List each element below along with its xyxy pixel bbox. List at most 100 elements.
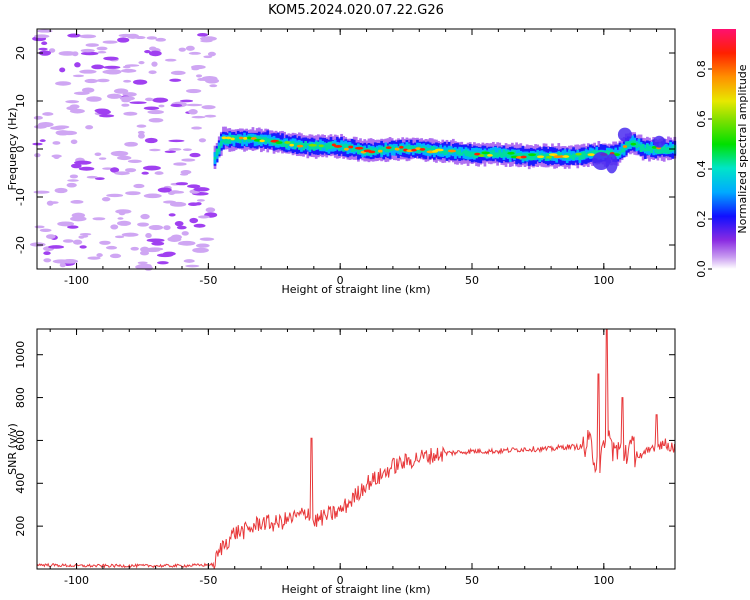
- signal-peak: [289, 143, 294, 147]
- colorbar-gradient: [712, 29, 736, 269]
- noise-blob: [55, 81, 72, 86]
- noise-blob: [43, 251, 51, 256]
- signal-band: [551, 154, 554, 158]
- noise-blob: [67, 179, 79, 182]
- signal-band: [582, 151, 586, 159]
- signal-band: [407, 144, 411, 153]
- noise-blob: [185, 103, 203, 107]
- noise-blob: [201, 105, 216, 110]
- noise-blob: [70, 216, 87, 222]
- signal-band: [479, 152, 483, 155]
- signal-band: [281, 141, 284, 147]
- noise-blob: [120, 68, 137, 73]
- signal-band: [496, 152, 499, 158]
- signal-band: [460, 147, 464, 156]
- noise-blob: [121, 103, 130, 107]
- signal-band: [462, 150, 466, 154]
- noise-blob: [53, 154, 60, 160]
- noise-blob: [104, 69, 122, 75]
- spectrogram-marks: [29, 29, 677, 271]
- noise-blob: [151, 241, 165, 246]
- signal-band: [264, 137, 267, 144]
- noise-blob: [94, 152, 102, 156]
- snr-xlabel: Height of straight line (km): [281, 583, 430, 596]
- noise-blob: [137, 133, 145, 139]
- noise-blob: [78, 166, 95, 171]
- noise-blob: [54, 125, 70, 129]
- noise-blob: [54, 187, 68, 194]
- signal-peak: [221, 136, 227, 140]
- signal-band: [650, 146, 653, 153]
- signal-band: [217, 145, 221, 152]
- snr-xtick-label: 50: [465, 574, 479, 587]
- signal-peak: [487, 153, 493, 157]
- noise-blob: [81, 87, 95, 93]
- noise-blob: [79, 232, 92, 236]
- signal-band: [658, 146, 662, 154]
- spectrogram-ytick-label: -10: [14, 188, 27, 206]
- noise-blob: [192, 247, 209, 253]
- signal-band: [350, 144, 354, 152]
- noise-blob: [147, 110, 165, 115]
- noise-blob: [119, 96, 135, 101]
- noise-blob: [43, 258, 52, 263]
- noise-blob: [103, 56, 119, 61]
- noise-blob: [117, 217, 124, 220]
- signal-peak: [243, 136, 248, 140]
- signal-band: [308, 143, 312, 150]
- noise-blob: [144, 137, 158, 144]
- noise-blob: [97, 51, 107, 54]
- noise-blob: [52, 259, 70, 264]
- colorbar-axis: 0.0 0.2 0.4 0.6 0.8: [695, 60, 712, 278]
- signal-band: [498, 149, 502, 157]
- noise-blob: [110, 167, 120, 173]
- noise-blob: [140, 213, 150, 220]
- noise-blob: [117, 155, 132, 161]
- noise-blob: [136, 124, 147, 128]
- noise-blob: [193, 187, 210, 192]
- signal-peak: [587, 153, 595, 156]
- signal-peak: [520, 155, 527, 159]
- noise-blob: [137, 261, 148, 265]
- signal-band: [342, 144, 345, 152]
- signal-peak: [507, 151, 515, 155]
- signal-band: [667, 146, 670, 154]
- signal-band: [669, 141, 672, 154]
- noise-blob: [169, 236, 176, 241]
- signal-band: [567, 153, 571, 159]
- noise-blob: [72, 74, 85, 78]
- snr-xtick-label: 0: [337, 574, 344, 587]
- noise-blob: [86, 175, 98, 179]
- signal-band: [329, 141, 333, 149]
- noise-blob: [145, 232, 152, 239]
- signal-band: [624, 141, 628, 149]
- noise-blob: [45, 234, 56, 239]
- noise-blob: [42, 112, 54, 116]
- spectrogram-ytick-label: 20: [14, 46, 27, 60]
- noise-blob: [204, 114, 217, 118]
- signal-peak: [368, 150, 376, 154]
- signal-band: [386, 147, 390, 153]
- noise-blob: [198, 138, 207, 143]
- noise-blob: [195, 243, 210, 248]
- signal-band: [620, 148, 624, 153]
- noise-blob: [197, 77, 208, 81]
- signal-peak: [411, 148, 417, 152]
- noise-blob: [158, 104, 165, 108]
- signal-band: [401, 145, 405, 152]
- signal-band: [266, 138, 270, 143]
- signal-band: [559, 152, 563, 158]
- noise-blob: [117, 220, 132, 226]
- signal-band: [652, 144, 656, 156]
- noise-blob: [187, 184, 201, 189]
- noise-blob: [29, 242, 46, 247]
- noise-blob: [140, 250, 150, 256]
- signal-band: [546, 152, 550, 158]
- signal-peak: [419, 148, 426, 151]
- noise-blob: [188, 51, 201, 55]
- noise-blob: [72, 239, 83, 245]
- signal-peak: [308, 143, 318, 147]
- noise-blob: [127, 159, 142, 163]
- signal-peak: [575, 152, 582, 156]
- noise-blob: [146, 238, 165, 243]
